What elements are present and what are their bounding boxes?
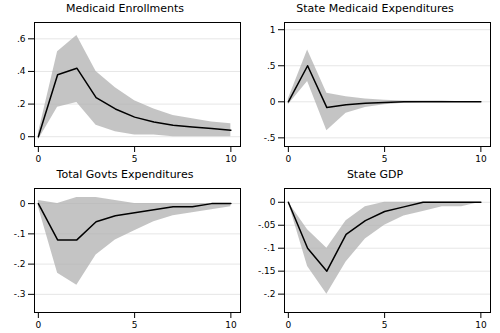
svg-text:-.15: -.15 <box>258 266 276 276</box>
svg-text:.2: .2 <box>17 99 26 109</box>
svg-text:-.2: -.2 <box>14 259 26 269</box>
svg-text:10: 10 <box>225 154 237 164</box>
svg-text:5: 5 <box>382 154 388 164</box>
html-text:State GDP: State GDP <box>346 168 404 181</box>
svg-text:-.1: -.1 <box>14 229 26 239</box>
svg-text:10: 10 <box>225 320 237 330</box>
html-text:Total Govts Expenditures: Total Govts Expenditures <box>56 168 194 181</box>
svg-text:-.05: -.05 <box>258 220 276 230</box>
svg-text:.6: .6 <box>17 34 26 44</box>
svg-text:0: 0 <box>20 199 26 209</box>
svg-text:-.1: -.1 <box>264 243 276 253</box>
svg-text:1: 1 <box>270 25 276 35</box>
svg-text:0: 0 <box>285 320 291 330</box>
svg-text:0: 0 <box>35 154 41 164</box>
svg-text:0: 0 <box>35 320 41 330</box>
svg-text:0: 0 <box>20 132 26 142</box>
svg-text:0: 0 <box>270 97 276 107</box>
svg-text:-.5: -.5 <box>264 133 276 143</box>
svg-text:.5: .5 <box>267 61 276 71</box>
svg-text:5: 5 <box>382 320 388 330</box>
svg-text:0: 0 <box>270 197 276 207</box>
svg-text:-.3: -.3 <box>14 289 26 299</box>
html-text:Medicaid Enrollments: Medicaid Enrollments <box>65 2 185 15</box>
svg-text:10: 10 <box>475 154 487 164</box>
svg-text:0: 0 <box>285 154 291 164</box>
svg-text:-.2: -.2 <box>264 289 276 299</box>
svg-text:10: 10 <box>475 320 487 330</box>
html-text:State Medicaid Expenditures: State Medicaid Expenditures <box>296 2 454 15</box>
svg-text:5: 5 <box>132 154 138 164</box>
svg-text:.4: .4 <box>17 66 26 76</box>
svg-text:5: 5 <box>132 320 138 330</box>
